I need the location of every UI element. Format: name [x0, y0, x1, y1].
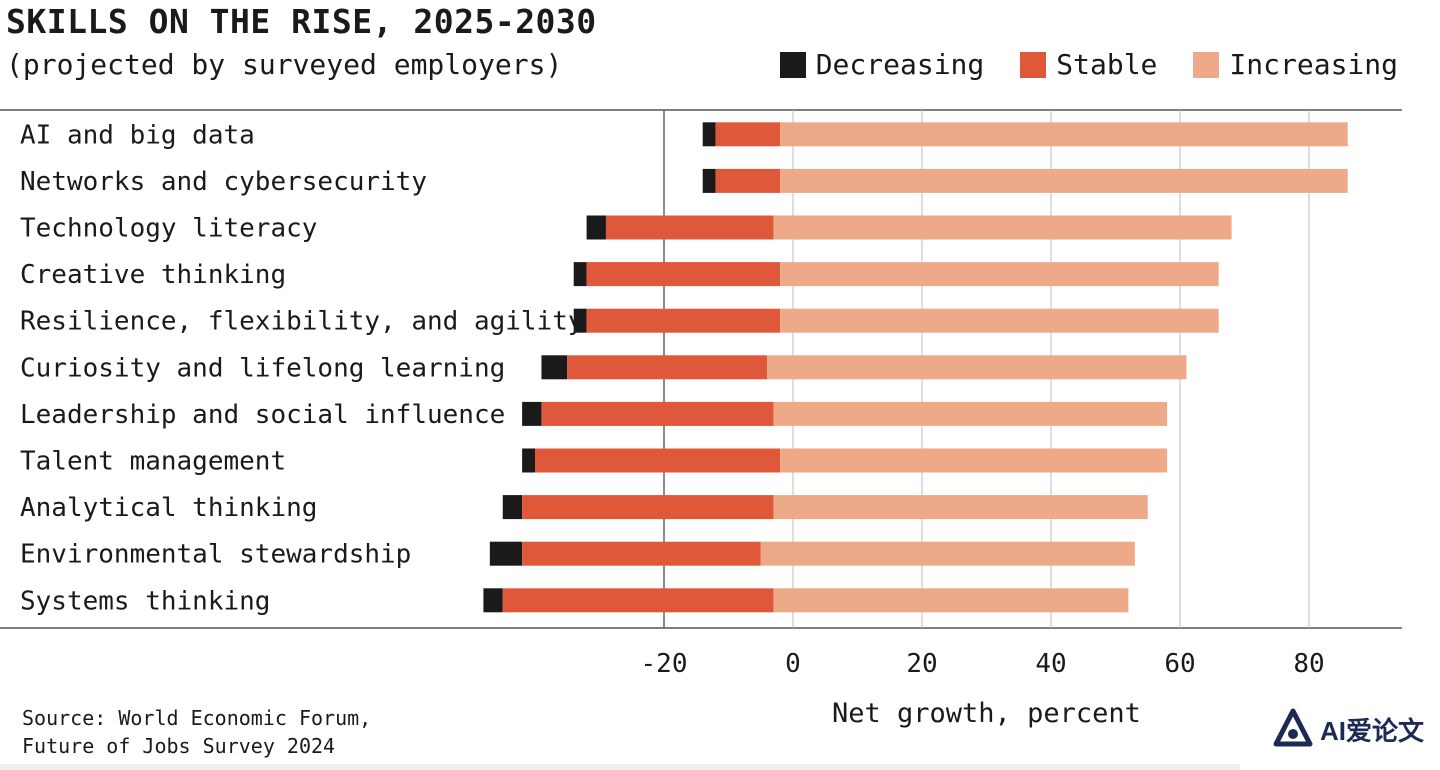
bar-stable	[586, 308, 781, 333]
chart-title: SKILLS ON THE RISE, 2025-2030	[6, 2, 597, 41]
chart-area: AI and big data Networks and cybersecurit…	[0, 109, 1402, 679]
legend-label-stable: Stable	[1056, 48, 1158, 81]
bar-decreasing	[522, 401, 542, 426]
source-line-1: Source: World Economic Forum,	[22, 706, 372, 730]
category-label: Leadership and social influence	[20, 400, 505, 430]
bar-decreasing	[489, 541, 523, 566]
legend-item-increasing: Increasing	[1193, 48, 1398, 81]
bar-decreasing	[573, 308, 587, 333]
source-note: Source: World Economic Forum, Future of …	[22, 704, 371, 760]
legend-item-decreasing: Decreasing	[779, 48, 985, 81]
category-label: Networks and cybersecurity	[20, 167, 427, 197]
legend-label-decreasing: Decreasing	[815, 48, 985, 81]
logo-icon	[1273, 708, 1313, 747]
bar-decreasing	[502, 495, 523, 520]
x-tick-label: 40	[1035, 649, 1066, 679]
category-labels: AI and big data Networks and cybersecurit…	[20, 120, 584, 616]
bar-stable	[522, 541, 761, 566]
legend-label-increasing: Increasing	[1229, 48, 1398, 81]
category-label: Systems thinking	[20, 586, 270, 616]
category-label: Curiosity and lifelong learning	[20, 353, 505, 383]
bar-stable	[502, 588, 774, 613]
bar-decreasing	[483, 588, 503, 613]
bar-decreasing	[586, 215, 606, 240]
bar-decreasing	[702, 122, 716, 147]
bar-increasing	[773, 401, 1168, 426]
bar-increasing	[773, 495, 1148, 520]
bar-stable	[541, 401, 774, 426]
x-axis-ticks: -20 0 20 40 60 80	[641, 649, 1325, 679]
chart-subtitle: (projected by surveyed employers)	[6, 48, 563, 81]
bar-decreasing	[573, 262, 587, 287]
logo-text: AI爱论文	[1319, 715, 1424, 746]
legend-swatch-decreasing	[779, 51, 806, 78]
bar-increasing	[780, 448, 1168, 473]
x-tick-label: 0	[785, 649, 801, 679]
bar-increasing	[773, 215, 1232, 240]
bar-stable	[605, 215, 774, 240]
bar-stable	[522, 495, 774, 520]
bar-increasing	[773, 588, 1129, 613]
x-axis-label: Net growth, percent	[832, 698, 1141, 729]
x-tick-label: 80	[1293, 649, 1324, 679]
source-line-2: Future of Jobs Survey 2024	[22, 734, 336, 758]
x-tick-label: -20	[641, 649, 688, 679]
bar-decreasing	[522, 448, 535, 473]
bar-stable	[567, 355, 768, 380]
x-tick-label: 20	[906, 649, 937, 679]
legend-swatch-stable	[1020, 51, 1047, 78]
category-label: Creative thinking	[20, 260, 286, 290]
site-logo: AI爱论文	[1272, 708, 1424, 750]
bar-increasing	[780, 262, 1219, 287]
bar-stable	[586, 262, 781, 287]
bar-increasing	[760, 541, 1135, 566]
bar-increasing	[780, 122, 1348, 147]
bar-increasing	[780, 308, 1219, 333]
x-tick-label: 60	[1164, 649, 1195, 679]
bar-decreasing	[702, 168, 716, 193]
legend: Decreasing Stable Increasing	[779, 48, 1398, 81]
bar-stable	[715, 168, 781, 193]
category-label: AI and big data	[20, 120, 255, 150]
bars	[483, 122, 1348, 613]
bar-increasing	[780, 168, 1348, 193]
legend-item-stable: Stable	[1020, 48, 1157, 81]
category-label: Resilience, flexibility, and agility	[20, 307, 584, 337]
bar-stable	[535, 448, 781, 473]
bottom-strip	[0, 764, 1240, 770]
category-label: Environmental stewardship	[20, 540, 411, 570]
legend-swatch-increasing	[1193, 51, 1220, 78]
category-label: Talent management	[20, 447, 286, 477]
bar-increasing	[767, 355, 1187, 380]
category-label: Analytical thinking	[20, 493, 317, 523]
bar-decreasing	[541, 355, 568, 380]
bar-stable	[715, 122, 781, 147]
category-label: Technology literacy	[20, 214, 317, 244]
